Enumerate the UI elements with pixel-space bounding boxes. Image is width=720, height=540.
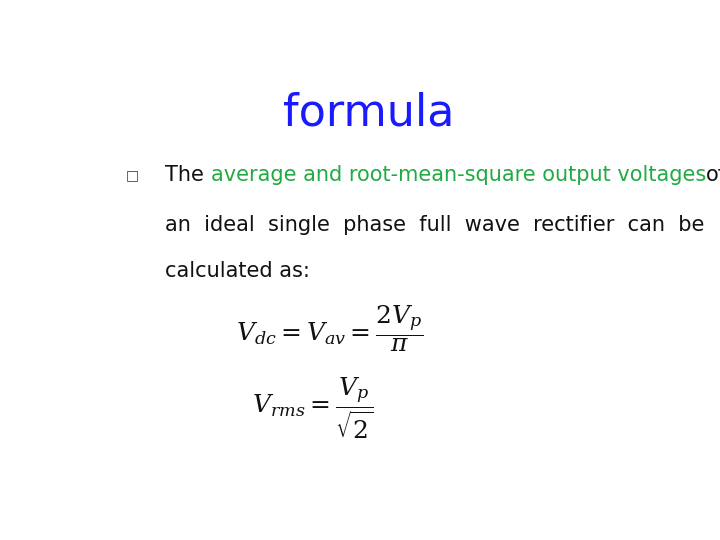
Text: calculated as:: calculated as: (166, 261, 310, 281)
Text: average and root-mean-square output voltages: average and root-mean-square output volt… (211, 165, 706, 185)
Text: □: □ (125, 168, 138, 182)
Text: an  ideal  single  phase  full  wave  rectifier  can  be: an ideal single phase full wave rectifie… (166, 215, 705, 235)
Text: of: of (706, 165, 720, 185)
Text: $V_{dc} = V_{av} = \dfrac{2V_p}{\pi}$: $V_{dc} = V_{av} = \dfrac{2V_p}{\pi}$ (236, 303, 423, 354)
Text: $V_{rms} = \dfrac{V_p}{\sqrt{2}}$: $V_{rms} = \dfrac{V_p}{\sqrt{2}}$ (252, 375, 374, 441)
Text: formula: formula (283, 92, 455, 135)
Text: The: The (166, 165, 211, 185)
